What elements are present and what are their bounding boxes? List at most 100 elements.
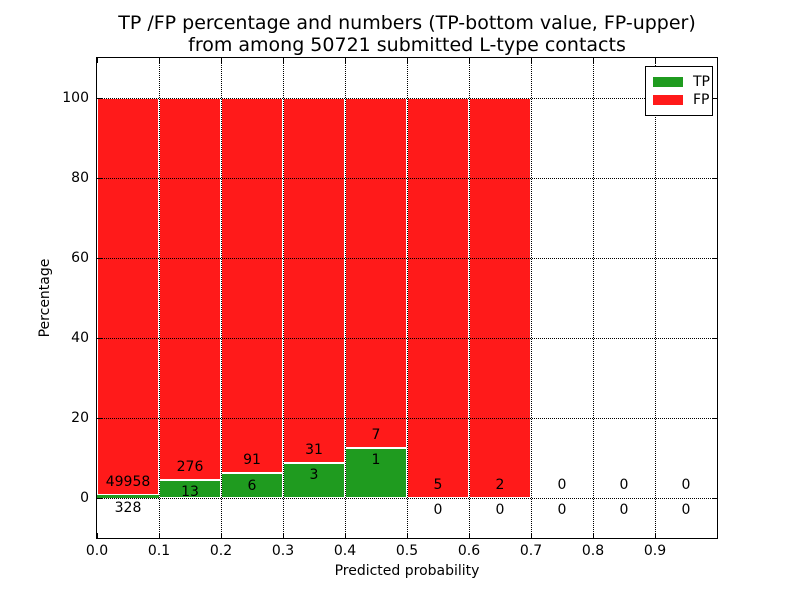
x-tick-label: 0.5: [395, 543, 419, 559]
tp-count-label: 0: [681, 502, 691, 519]
fp-count-label: 2: [495, 476, 505, 493]
y-gridline: [97, 178, 717, 179]
x-tick-top: [531, 58, 532, 63]
x-gridline: [593, 58, 594, 538]
fp-count-label: 31: [305, 441, 323, 458]
fp-bar-segment: [221, 98, 283, 474]
fp-bar-segment: [407, 98, 469, 498]
legend-entry-tp: TP: [653, 73, 712, 91]
y-tick-right: [712, 258, 717, 259]
legend: TP FP: [645, 66, 713, 116]
x-tick-bottom: [221, 533, 222, 538]
x-tick-top: [97, 58, 98, 63]
fp-bar-segment: [97, 98, 159, 496]
x-tick-label: 0.8: [581, 543, 605, 559]
tp-count-label: 328: [114, 499, 142, 516]
chart-title-line1: TP /FP percentage and numbers (TP-bottom…: [118, 12, 696, 34]
y-tick-label: 40: [71, 330, 89, 346]
tp-count-label: 3: [309, 467, 319, 484]
y-gridline: [97, 338, 717, 339]
x-gridline: [345, 58, 346, 538]
fp-count-label: 5: [433, 476, 443, 493]
fp-legend-swatch: [653, 95, 683, 105]
x-tick-top: [345, 58, 346, 63]
fp-count-label: 7: [371, 426, 381, 443]
x-gridline: [531, 58, 532, 538]
tp-bar-segment: [97, 495, 159, 498]
y-tick-right: [712, 178, 717, 179]
x-tick-bottom: [407, 533, 408, 538]
x-tick-label: 0.1: [147, 543, 171, 559]
y-gridline: [97, 258, 717, 259]
x-tick-bottom: [469, 533, 470, 538]
tp-count-label: 0: [433, 502, 443, 519]
fp-count-label: 49958: [105, 474, 151, 491]
y-tick-right: [712, 418, 717, 419]
tp-count-label: 13: [181, 484, 199, 501]
chart-title-line2: from among 50721 submitted L-type contac…: [188, 34, 626, 56]
fp-bar-segment: [283, 98, 345, 463]
legend-entry-fp: FP: [653, 91, 712, 109]
x-tick-bottom: [593, 533, 594, 538]
x-tick-top: [283, 58, 284, 63]
x-tick-bottom: [655, 533, 656, 538]
x-gridline: [221, 58, 222, 538]
y-tick-left: [97, 338, 102, 339]
x-tick-top: [593, 58, 594, 63]
y-gridline: [97, 418, 717, 419]
y-tick-label: 100: [62, 90, 89, 106]
y-tick-left: [97, 178, 102, 179]
tp-legend-swatch: [653, 77, 683, 87]
x-gridline: [407, 58, 408, 538]
tp-count-label: 0: [619, 502, 629, 519]
x-tick-label: 0.7: [519, 543, 543, 559]
x-tick-bottom: [345, 533, 346, 538]
fp-bar-segment: [159, 98, 221, 480]
x-tick-bottom: [283, 533, 284, 538]
y-tick-label: 80: [71, 170, 89, 186]
fp-bar-segment: [345, 98, 407, 448]
fp-bar-segment: [469, 98, 531, 498]
tp-count-label: 0: [495, 502, 505, 519]
y-tick-label: 60: [71, 250, 89, 266]
x-tick-label: 0.6: [457, 543, 481, 559]
tp-count-label: 1: [371, 452, 381, 469]
y-tick-left: [97, 258, 102, 259]
x-tick-label: 0.0: [85, 543, 109, 559]
y-axis-label: Percentage: [37, 258, 53, 338]
x-gridline: [469, 58, 470, 538]
y-tick-label: 20: [71, 410, 89, 426]
x-gridline: [159, 58, 160, 538]
tp-bar-segment: [221, 473, 283, 498]
x-axis-label: Predicted probability: [334, 563, 480, 579]
tp-bar-segment: [345, 448, 407, 498]
x-tick-bottom: [97, 533, 98, 538]
y-tick-right: [712, 98, 717, 99]
x-tick-label: 0.4: [333, 543, 357, 559]
x-tick-bottom: [159, 533, 160, 538]
y-tick-left: [97, 418, 102, 419]
x-tick-top: [469, 58, 470, 63]
fp-count-label: 91: [243, 452, 261, 469]
x-tick-top: [407, 58, 408, 63]
tp-legend-label: TP: [693, 74, 710, 90]
y-tick-label: 0: [80, 490, 89, 506]
x-tick-label: 0.3: [271, 543, 295, 559]
tp-count-label: 0: [557, 502, 567, 519]
x-tick-label: 0.9: [643, 543, 667, 559]
x-tick-top: [655, 58, 656, 63]
tp-bar-segment: [283, 462, 345, 498]
x-gridline: [655, 58, 656, 538]
y-tick-right: [712, 498, 717, 499]
x-tick-top: [221, 58, 222, 63]
y-tick-left: [97, 498, 102, 499]
y-gridline: [97, 498, 717, 499]
fp-count-label: 0: [681, 476, 691, 493]
tp-count-label: 6: [247, 477, 257, 494]
x-gridline: [283, 58, 284, 538]
fp-count-label: 0: [619, 476, 629, 493]
plot-area: TP FP 49958 328 276 13 91 6 31 3 7 1 5 0 2 0 0 0 0 0 0 0: [96, 57, 718, 539]
fp-count-label: 0: [557, 476, 567, 493]
fp-count-label: 276: [176, 458, 204, 475]
